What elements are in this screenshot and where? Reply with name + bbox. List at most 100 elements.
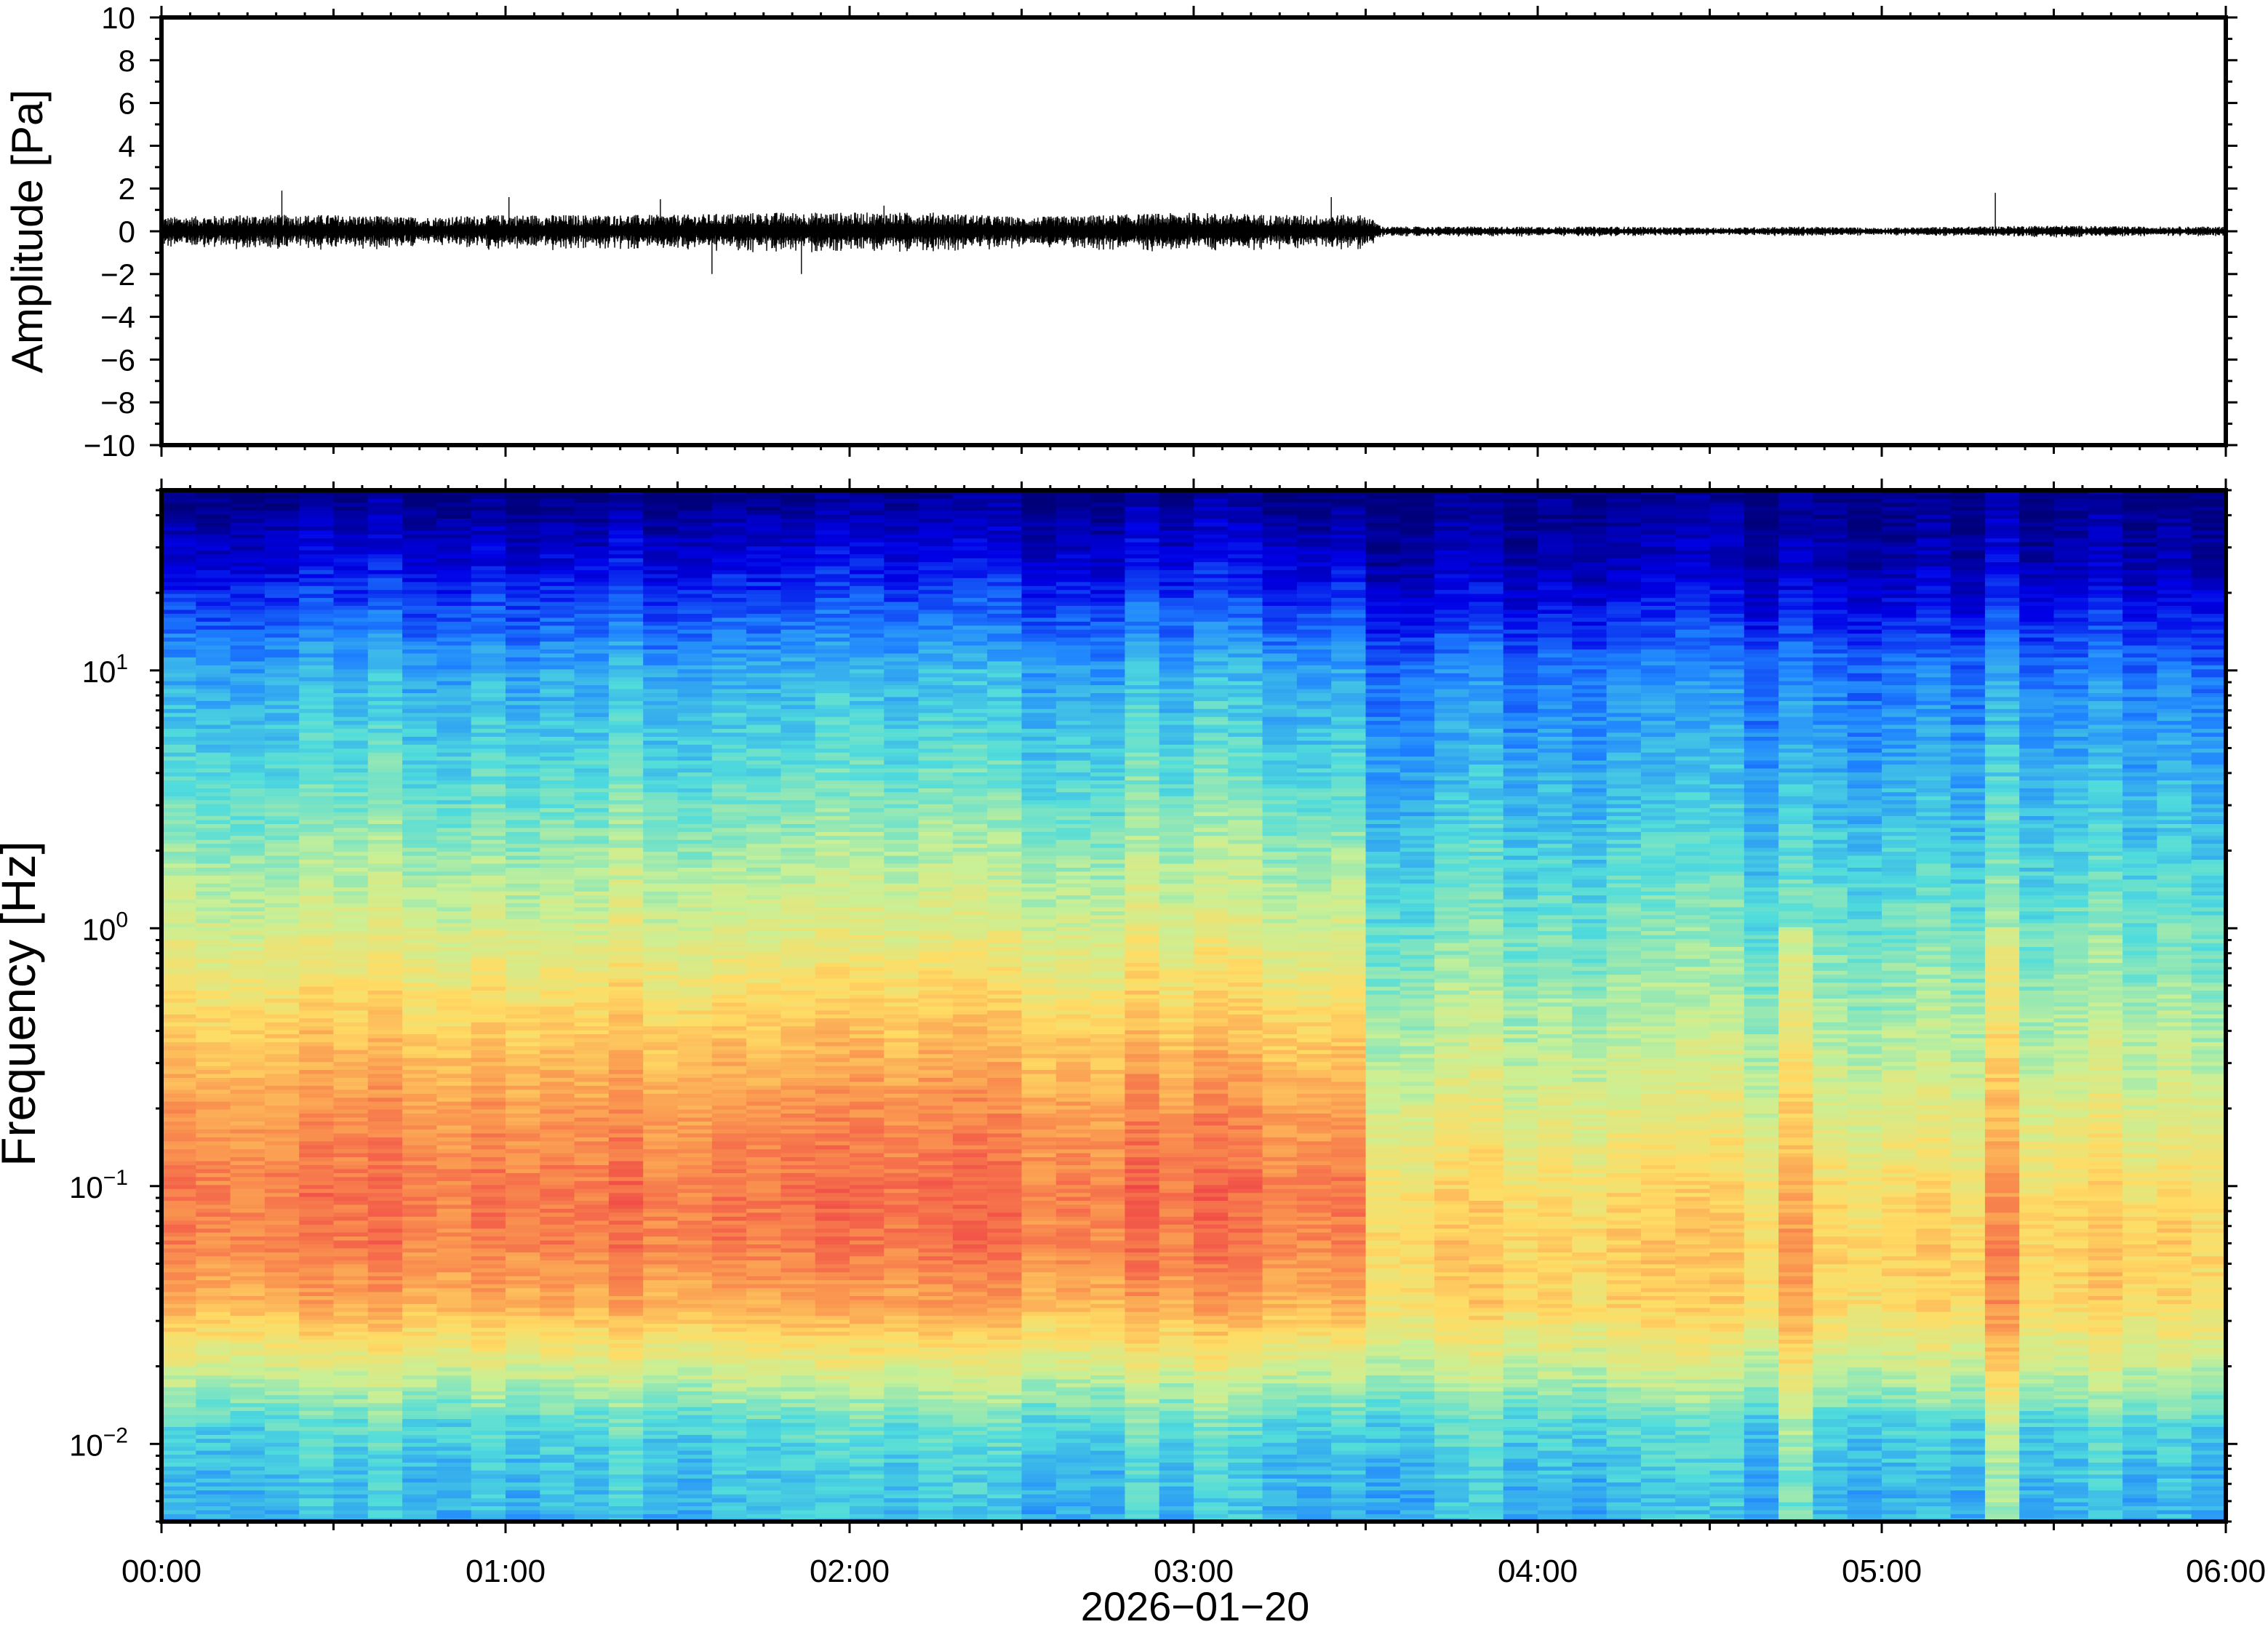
spectrogram-cell [677, 1295, 713, 1300]
spectrogram-cell [230, 494, 265, 499]
spectrogram-cell [540, 1113, 575, 1118]
spectrogram-cell [161, 1422, 197, 1427]
spectrogram-cell [436, 565, 472, 570]
spectrogram-cell [161, 930, 197, 935]
spectrogram-cell [643, 1069, 679, 1074]
spectrogram-cell [540, 887, 575, 892]
spectrogram-cells [161, 490, 2226, 1522]
spectrogram-cell [436, 526, 472, 531]
spectrogram-cell [264, 974, 300, 979]
spectrogram-cell [230, 1402, 265, 1407]
spectrogram-cell [711, 1196, 747, 1202]
spectrogram-cell [196, 644, 231, 649]
spectrogram-cell [299, 1478, 335, 1483]
spectrogram-cell [574, 859, 610, 864]
spectrogram-cell [746, 633, 782, 638]
spectrogram-cell [574, 1323, 610, 1328]
spectrogram-cell [402, 1406, 438, 1412]
spectrogram-cell [299, 712, 335, 717]
spectrogram-cell [230, 1168, 265, 1173]
spectrogram-cell [574, 756, 610, 761]
spectrogram-cell [264, 660, 300, 665]
spectrogram-cell [264, 1478, 300, 1483]
spectrogram-cell [161, 978, 197, 983]
spectrogram-cell [746, 847, 782, 852]
spectrogram-cell [643, 553, 679, 559]
spectrogram-cell [746, 788, 782, 793]
spectrogram-cell [746, 879, 782, 884]
spectrogram-cell [471, 1438, 506, 1443]
spectrogram-cell [711, 958, 747, 963]
spectrogram-cell [540, 1006, 575, 1011]
spectrogram-cell [299, 1466, 335, 1471]
spectrogram-cell [471, 1026, 506, 1031]
spectrogram-cell [196, 541, 231, 547]
spectrogram-cell [746, 1129, 782, 1134]
spectrogram-cell [161, 1152, 197, 1158]
spectrogram-cell [608, 1247, 644, 1252]
spectrogram-cell [299, 882, 335, 888]
spectrogram-cell [230, 521, 265, 527]
spectrogram-cell [506, 537, 541, 543]
spectrogram-cell [540, 1454, 575, 1459]
spectrogram-cell [471, 1010, 506, 1015]
spectrogram-cell [402, 1144, 438, 1150]
spectrogram-cell [471, 903, 506, 908]
spectrogram-cell [471, 541, 506, 547]
spectrogram-cell [608, 1367, 644, 1372]
spectrogram-cell [677, 1414, 713, 1419]
spectrogram-cell [643, 621, 679, 626]
spectrogram-cell [540, 1279, 575, 1284]
spectrogram-cell [746, 1506, 782, 1511]
spectrogram-cell [780, 545, 816, 551]
spectrogram-cell [643, 934, 679, 940]
spectrogram-cell [643, 772, 679, 777]
spectrogram-cell [161, 526, 197, 531]
spectrogram-cell [471, 922, 506, 927]
spectrogram-cell [608, 553, 644, 559]
spectrogram-cell [506, 1506, 541, 1511]
spectrogram-cell [436, 593, 472, 599]
spectrogram-cell [402, 855, 438, 860]
spectrogram-cell [333, 851, 369, 856]
spectrogram-cell [746, 1216, 782, 1221]
spectrogram-cell [574, 1311, 610, 1316]
spectrogram-cell [677, 593, 713, 599]
spectrogram-cell [471, 1299, 506, 1304]
spectrogram-cell [574, 561, 610, 567]
spectrogram-cell [264, 871, 300, 876]
spectrogram-cell [780, 1026, 816, 1031]
spectrogram-cell [746, 736, 782, 741]
spectrogram-cell [574, 906, 610, 911]
spectrogram-cell [608, 601, 644, 606]
spectrogram-cell [608, 922, 644, 927]
spectrogram-cell [161, 1144, 197, 1150]
spectrogram-cell [230, 1370, 265, 1376]
spectrogram-cell [436, 1061, 472, 1066]
spectrogram-cell [574, 803, 610, 809]
spectrogram-cell [711, 1287, 747, 1292]
spectrogram-cell [436, 716, 472, 721]
spectrogram-cell [471, 1485, 506, 1491]
spectrogram-cell [711, 518, 747, 523]
spectrogram-cell [711, 684, 747, 689]
spectrogram-cell [643, 744, 679, 749]
spectrogram-cell [333, 994, 369, 999]
spectrogram-cell [608, 1509, 644, 1514]
spectrogram-cell [333, 1132, 369, 1138]
spectrogram-cell [574, 1061, 610, 1066]
spectrogram-cell [402, 922, 438, 927]
spectrogram-cell [506, 1514, 541, 1519]
spectrogram-cell [643, 636, 679, 642]
spectrogram-cell [402, 1208, 438, 1213]
spectrogram-cell [471, 625, 506, 630]
spectrogram-cell [711, 919, 747, 924]
spectrogram-cell [677, 1085, 713, 1090]
spectrogram-cell [574, 1065, 610, 1071]
spectrogram-cell [540, 1172, 575, 1178]
spectrogram-cell [540, 1065, 575, 1071]
spectrogram-cell [574, 557, 610, 562]
spectrogram-cell [161, 1466, 197, 1471]
spectrogram-cell [677, 585, 713, 591]
spectrogram-cell [608, 561, 644, 567]
